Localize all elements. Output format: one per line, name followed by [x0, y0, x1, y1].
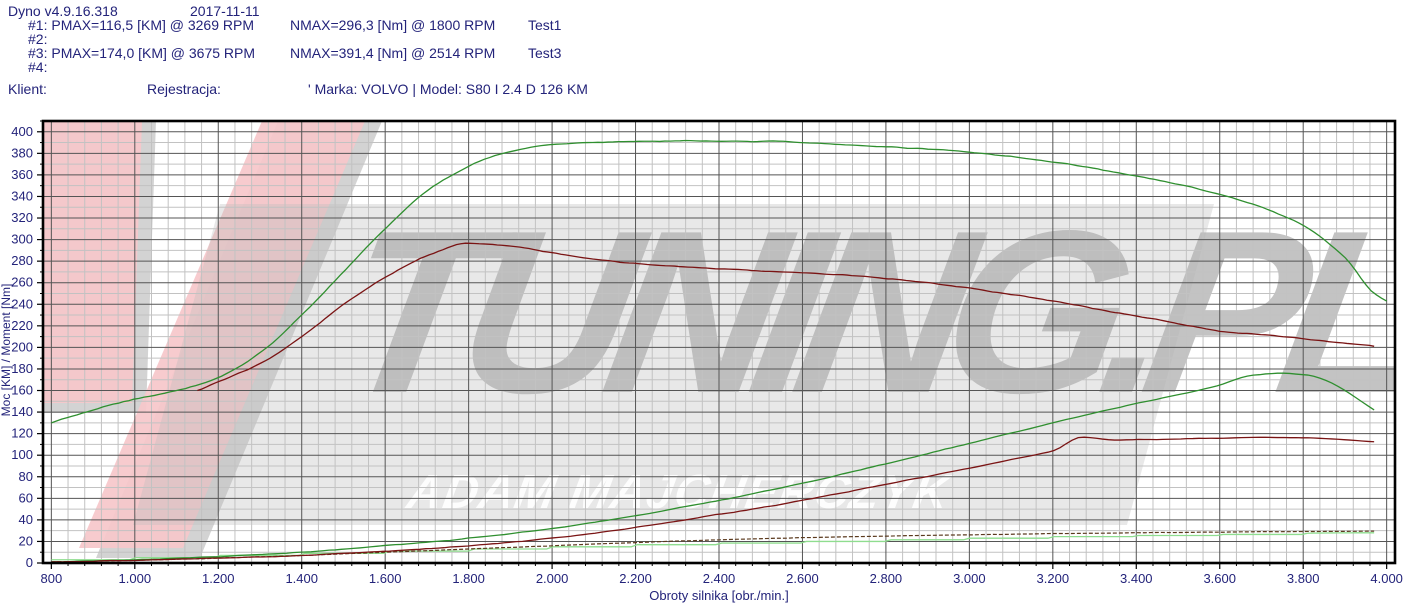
- svg-text:3.600: 3.600: [1203, 571, 1236, 586]
- svg-text:TUNING.PL: TUNING.PL: [322, 182, 1424, 442]
- svg-text:280: 280: [11, 253, 33, 268]
- svg-text:120: 120: [11, 426, 33, 441]
- svg-text:0: 0: [26, 555, 33, 570]
- svg-text:340: 340: [11, 188, 33, 203]
- svg-text:1.800: 1.800: [452, 571, 485, 586]
- svg-text:40: 40: [19, 512, 33, 527]
- svg-text:200: 200: [11, 339, 33, 354]
- svg-text:800: 800: [40, 571, 62, 586]
- svg-text:2.800: 2.800: [870, 571, 903, 586]
- svg-text:1.000: 1.000: [119, 571, 152, 586]
- svg-text:60: 60: [19, 490, 33, 505]
- svg-text:Moc [KM] / Moment [Nm]: Moc [KM] / Moment [Nm]: [0, 284, 13, 417]
- svg-text:1.600: 1.600: [369, 571, 402, 586]
- svg-text:1.200: 1.200: [202, 571, 235, 586]
- svg-text:100: 100: [11, 447, 33, 462]
- svg-text:2.400: 2.400: [703, 571, 736, 586]
- svg-text:1.400: 1.400: [285, 571, 318, 586]
- svg-text:80: 80: [19, 469, 33, 484]
- svg-text:4.000: 4.000: [1370, 571, 1403, 586]
- svg-text:3.400: 3.400: [1120, 571, 1153, 586]
- svg-text:260: 260: [11, 275, 33, 290]
- svg-text:400: 400: [11, 124, 33, 139]
- svg-text:320: 320: [11, 210, 33, 225]
- svg-text:140: 140: [11, 404, 33, 419]
- svg-text:3.800: 3.800: [1287, 571, 1320, 586]
- svg-text:2.200: 2.200: [619, 571, 652, 586]
- svg-text:160: 160: [11, 383, 33, 398]
- svg-text:240: 240: [11, 296, 33, 311]
- svg-text:360: 360: [11, 167, 33, 182]
- svg-text:180: 180: [11, 361, 33, 376]
- svg-text:3.200: 3.200: [1037, 571, 1070, 586]
- svg-text:380: 380: [11, 145, 33, 160]
- svg-text:300: 300: [11, 232, 33, 247]
- svg-text:220: 220: [11, 318, 33, 333]
- svg-text:2.600: 2.600: [786, 571, 819, 586]
- svg-text:20: 20: [19, 533, 33, 548]
- svg-text:2.000: 2.000: [536, 571, 569, 586]
- svg-text:3.000: 3.000: [953, 571, 986, 586]
- svg-text:Obroty silnika [obr./min.]: Obroty silnika [obr./min.]: [649, 588, 788, 603]
